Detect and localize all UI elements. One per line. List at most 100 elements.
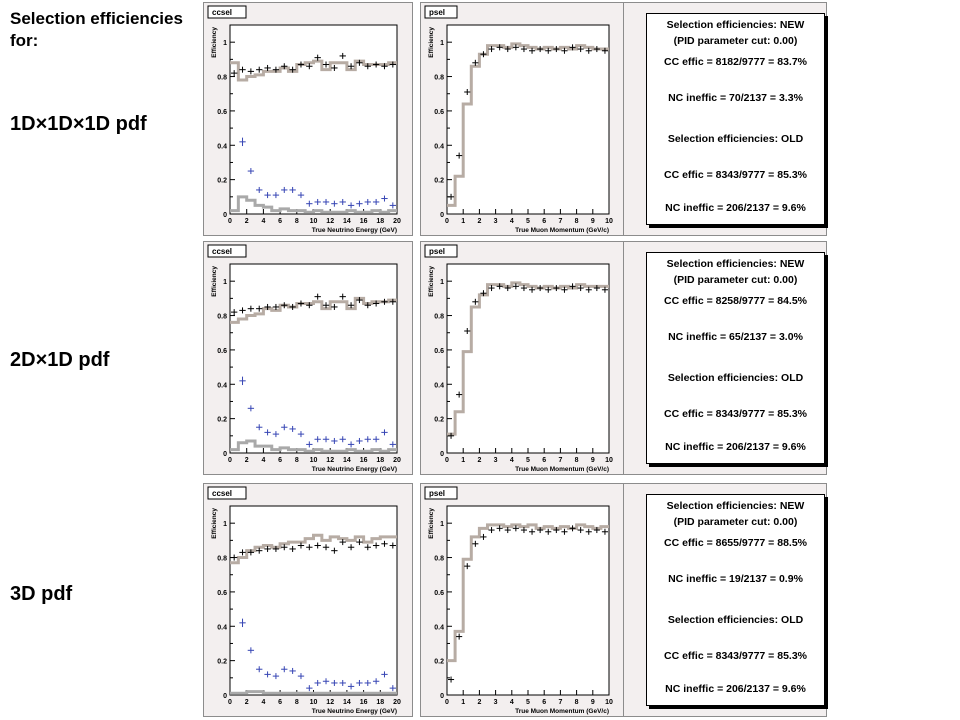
y-tick-label: 0.2 (217, 417, 227, 424)
ccsel-panel: ccsel 0 0.2 0.4 0.6 0.8 1 0 2 4 6 8 10 12 14 16 18 20 True… (203, 241, 413, 475)
stats-cc-new: CC effic = 8258/9777 = 84.5% (663, 295, 807, 307)
blue-point (306, 685, 313, 692)
y-axis-label: Efficiency (211, 266, 218, 297)
black-point (585, 47, 592, 54)
stats-cc-old: CC effic = 8343/9777 = 85.3% (663, 408, 807, 420)
black-point (231, 70, 238, 77)
blue-point (256, 424, 263, 431)
x-axis-label: True Neutrino Energy (GeV) (312, 708, 397, 715)
black-point (577, 46, 584, 53)
x-tick-label: 12 (326, 699, 334, 706)
black-point (472, 59, 479, 66)
black-point (364, 302, 371, 309)
black-point (593, 527, 600, 534)
black-point (239, 66, 246, 73)
black-point (545, 47, 552, 54)
black-point (496, 525, 503, 532)
x-tick-label: 0 (228, 699, 232, 706)
black-point (601, 47, 608, 54)
black-point (364, 63, 371, 70)
black-point (529, 528, 536, 535)
blue-point (389, 685, 396, 692)
y-tick-label: 0.4 (434, 382, 444, 389)
stats-cc-new: CC effic = 8182/9777 = 83.7% (663, 56, 807, 68)
black-point (488, 285, 495, 292)
x-tick-label: 7 (558, 699, 562, 706)
black-point (289, 545, 296, 552)
blue-point (247, 168, 255, 175)
black-point (553, 285, 560, 292)
black-point (364, 544, 371, 551)
black-point (569, 44, 576, 51)
blue-point (239, 618, 246, 628)
x-tick-label: 2 (477, 457, 481, 464)
x-tick-label: 6 (542, 699, 546, 706)
black-point (448, 193, 455, 200)
y-tick-label: 1 (440, 279, 444, 286)
x-tick-label: 3 (494, 218, 498, 225)
x-tick-label: 6 (542, 457, 546, 464)
black-point (289, 303, 296, 310)
black-point (297, 300, 305, 307)
x-tick-label: 8 (575, 457, 579, 464)
x-tick-label: 9 (591, 457, 595, 464)
black-point (593, 46, 600, 53)
x-tick-label: 20 (393, 457, 401, 464)
y-tick-label: 0.2 (434, 659, 444, 666)
stats-cc-old: CC effic = 8343/9777 = 85.3% (663, 650, 807, 662)
x-tick-label: 2 (477, 218, 481, 225)
x-tick-label: 7 (558, 218, 562, 225)
stats-box: Selection efficiencies: NEW (PID paramet… (646, 494, 825, 706)
x-tick-label: 0 (228, 218, 232, 225)
x-tick-label: 20 (393, 699, 401, 706)
black-point (264, 545, 271, 552)
black-point (331, 303, 338, 310)
ccsel-panel: ccsel 0 0.2 0.4 0.6 0.8 1 0 2 4 6 8 10 12 14 16 18 20 True… (203, 2, 413, 236)
stats-old-title: Selection efficiencies: OLD (667, 614, 804, 626)
x-tick-label: 8 (575, 218, 579, 225)
x-axis-label: True Neutrino Energy (GeV) (312, 227, 397, 234)
black-point (569, 525, 576, 532)
row-2d1d: ccsel 0 0.2 0.4 0.6 0.8 1 0 2 4 6 8 10 12 14 16 18 20 True… (203, 241, 947, 475)
x-tick-label: 3 (494, 457, 498, 464)
plot-frame (229, 263, 398, 454)
x-tick-label: 16 (360, 218, 368, 225)
black-point (464, 563, 471, 570)
x-tick-label: 10 (605, 457, 613, 464)
y-tick-label: 0.4 (434, 143, 444, 150)
black-point (448, 676, 455, 683)
stats-new-title: Selection efficiencies: NEW (666, 258, 805, 270)
black-point (281, 63, 288, 70)
blue-point (339, 436, 346, 443)
blue-point (339, 679, 346, 686)
x-tick-label: 0 (445, 457, 449, 464)
blue-point (381, 195, 388, 202)
black-point (347, 544, 355, 551)
x-tick-label: 4 (510, 457, 514, 464)
blue-point (347, 683, 355, 690)
black-point (553, 527, 560, 534)
blue-point (272, 192, 280, 199)
blue-point (347, 202, 355, 209)
black-point (372, 300, 380, 307)
chart-title: psel (429, 8, 445, 17)
y-tick-label: 0.2 (434, 417, 444, 424)
x-tick-label: 10 (310, 699, 318, 706)
blue-point (256, 666, 263, 673)
blue-point (356, 437, 363, 444)
y-tick-label: 0.8 (217, 75, 227, 82)
x-tick-label: 7 (558, 457, 562, 464)
blue-point (239, 376, 246, 386)
x-tick-label: 18 (376, 457, 384, 464)
x-tick-label: 2 (245, 218, 249, 225)
chart-title: ccsel (212, 247, 232, 256)
x-tick-label: 6 (542, 218, 546, 225)
black-point (356, 539, 363, 546)
blue-point (272, 673, 280, 680)
y-tick-label: 0.8 (434, 556, 444, 563)
black-point (347, 302, 355, 309)
stats-old-title: Selection efficiencies: OLD (667, 133, 804, 145)
row-label-3d: 3D pdf (10, 583, 73, 605)
chart-title: psel (429, 247, 445, 256)
